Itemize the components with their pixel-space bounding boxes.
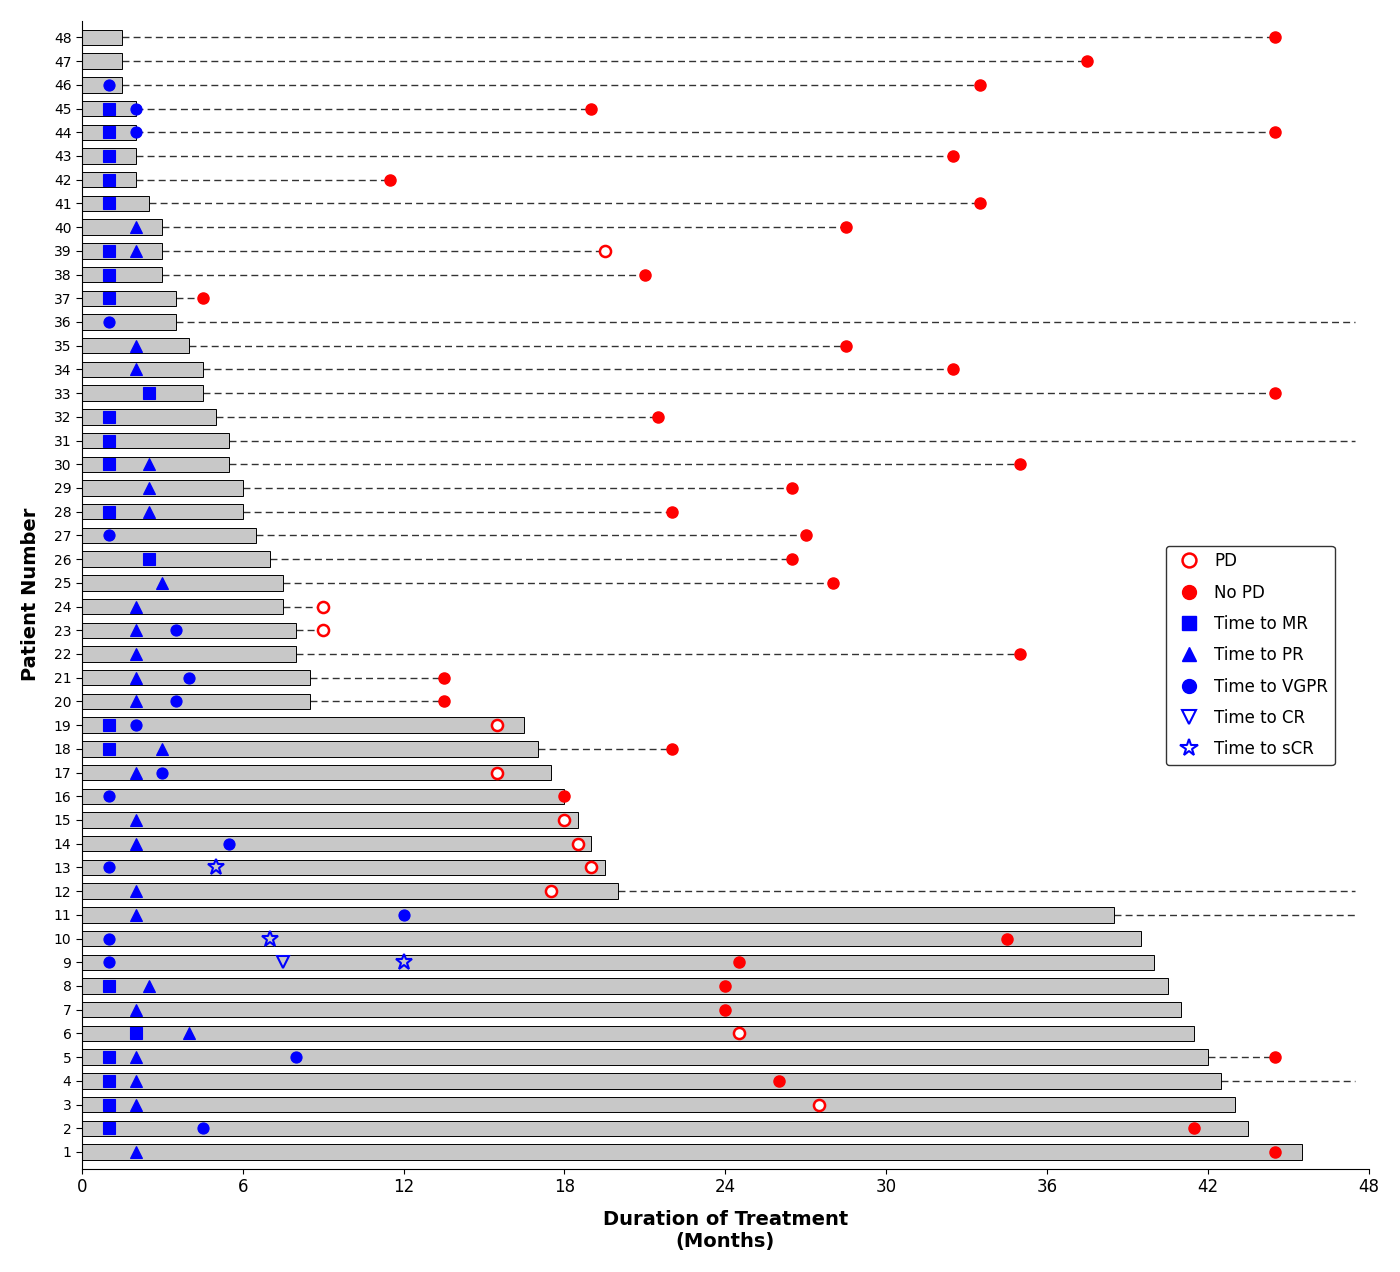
Bar (81, 338, 189, 354)
Bar (81, 575, 283, 590)
Bar (81, 172, 136, 187)
Bar (81, 907, 1114, 922)
Bar (81, 125, 136, 140)
Bar (81, 836, 591, 851)
X-axis label: Duration of Treatment
(Months): Duration of Treatment (Months) (602, 1210, 848, 1252)
Legend: PD, No PD, Time to MR, Time to PR, Time to VGPR, Time to CR, Time to sCR: PD, No PD, Time to MR, Time to PR, Time … (1166, 546, 1334, 764)
Bar (81, 860, 605, 875)
Bar (81, 1049, 1208, 1065)
Bar (81, 1096, 1235, 1112)
Bar (81, 528, 256, 543)
Bar (81, 764, 552, 780)
Bar (81, 457, 230, 472)
Bar (81, 717, 524, 733)
Bar (81, 481, 242, 496)
Bar (81, 149, 136, 164)
Bar (81, 78, 122, 93)
Bar (81, 552, 270, 567)
Bar (81, 53, 122, 69)
Bar (81, 314, 176, 329)
Bar (81, 361, 203, 377)
Bar (81, 432, 230, 448)
Bar (81, 385, 203, 401)
Bar (81, 1145, 1302, 1160)
Bar (81, 789, 564, 804)
Bar (81, 670, 309, 686)
Bar (81, 1074, 1221, 1089)
Bar (81, 599, 283, 614)
Bar (81, 1025, 1194, 1040)
Bar (81, 1002, 1182, 1018)
Bar (81, 220, 162, 235)
Bar (81, 29, 122, 45)
Bar (81, 410, 216, 425)
Bar (81, 931, 1141, 946)
Bar (81, 954, 1154, 971)
Bar (81, 100, 136, 116)
Bar (81, 742, 538, 757)
Bar (81, 504, 242, 519)
Bar (81, 1121, 1247, 1136)
Bar (81, 978, 1168, 993)
Bar (81, 267, 162, 282)
Bar (81, 196, 148, 211)
Bar (81, 693, 309, 709)
Bar (81, 883, 617, 899)
Bar (81, 243, 162, 258)
Bar (81, 290, 176, 307)
Y-axis label: Patient Number: Patient Number (21, 508, 39, 682)
Bar (81, 813, 578, 828)
Bar (81, 622, 297, 639)
Bar (81, 646, 297, 661)
